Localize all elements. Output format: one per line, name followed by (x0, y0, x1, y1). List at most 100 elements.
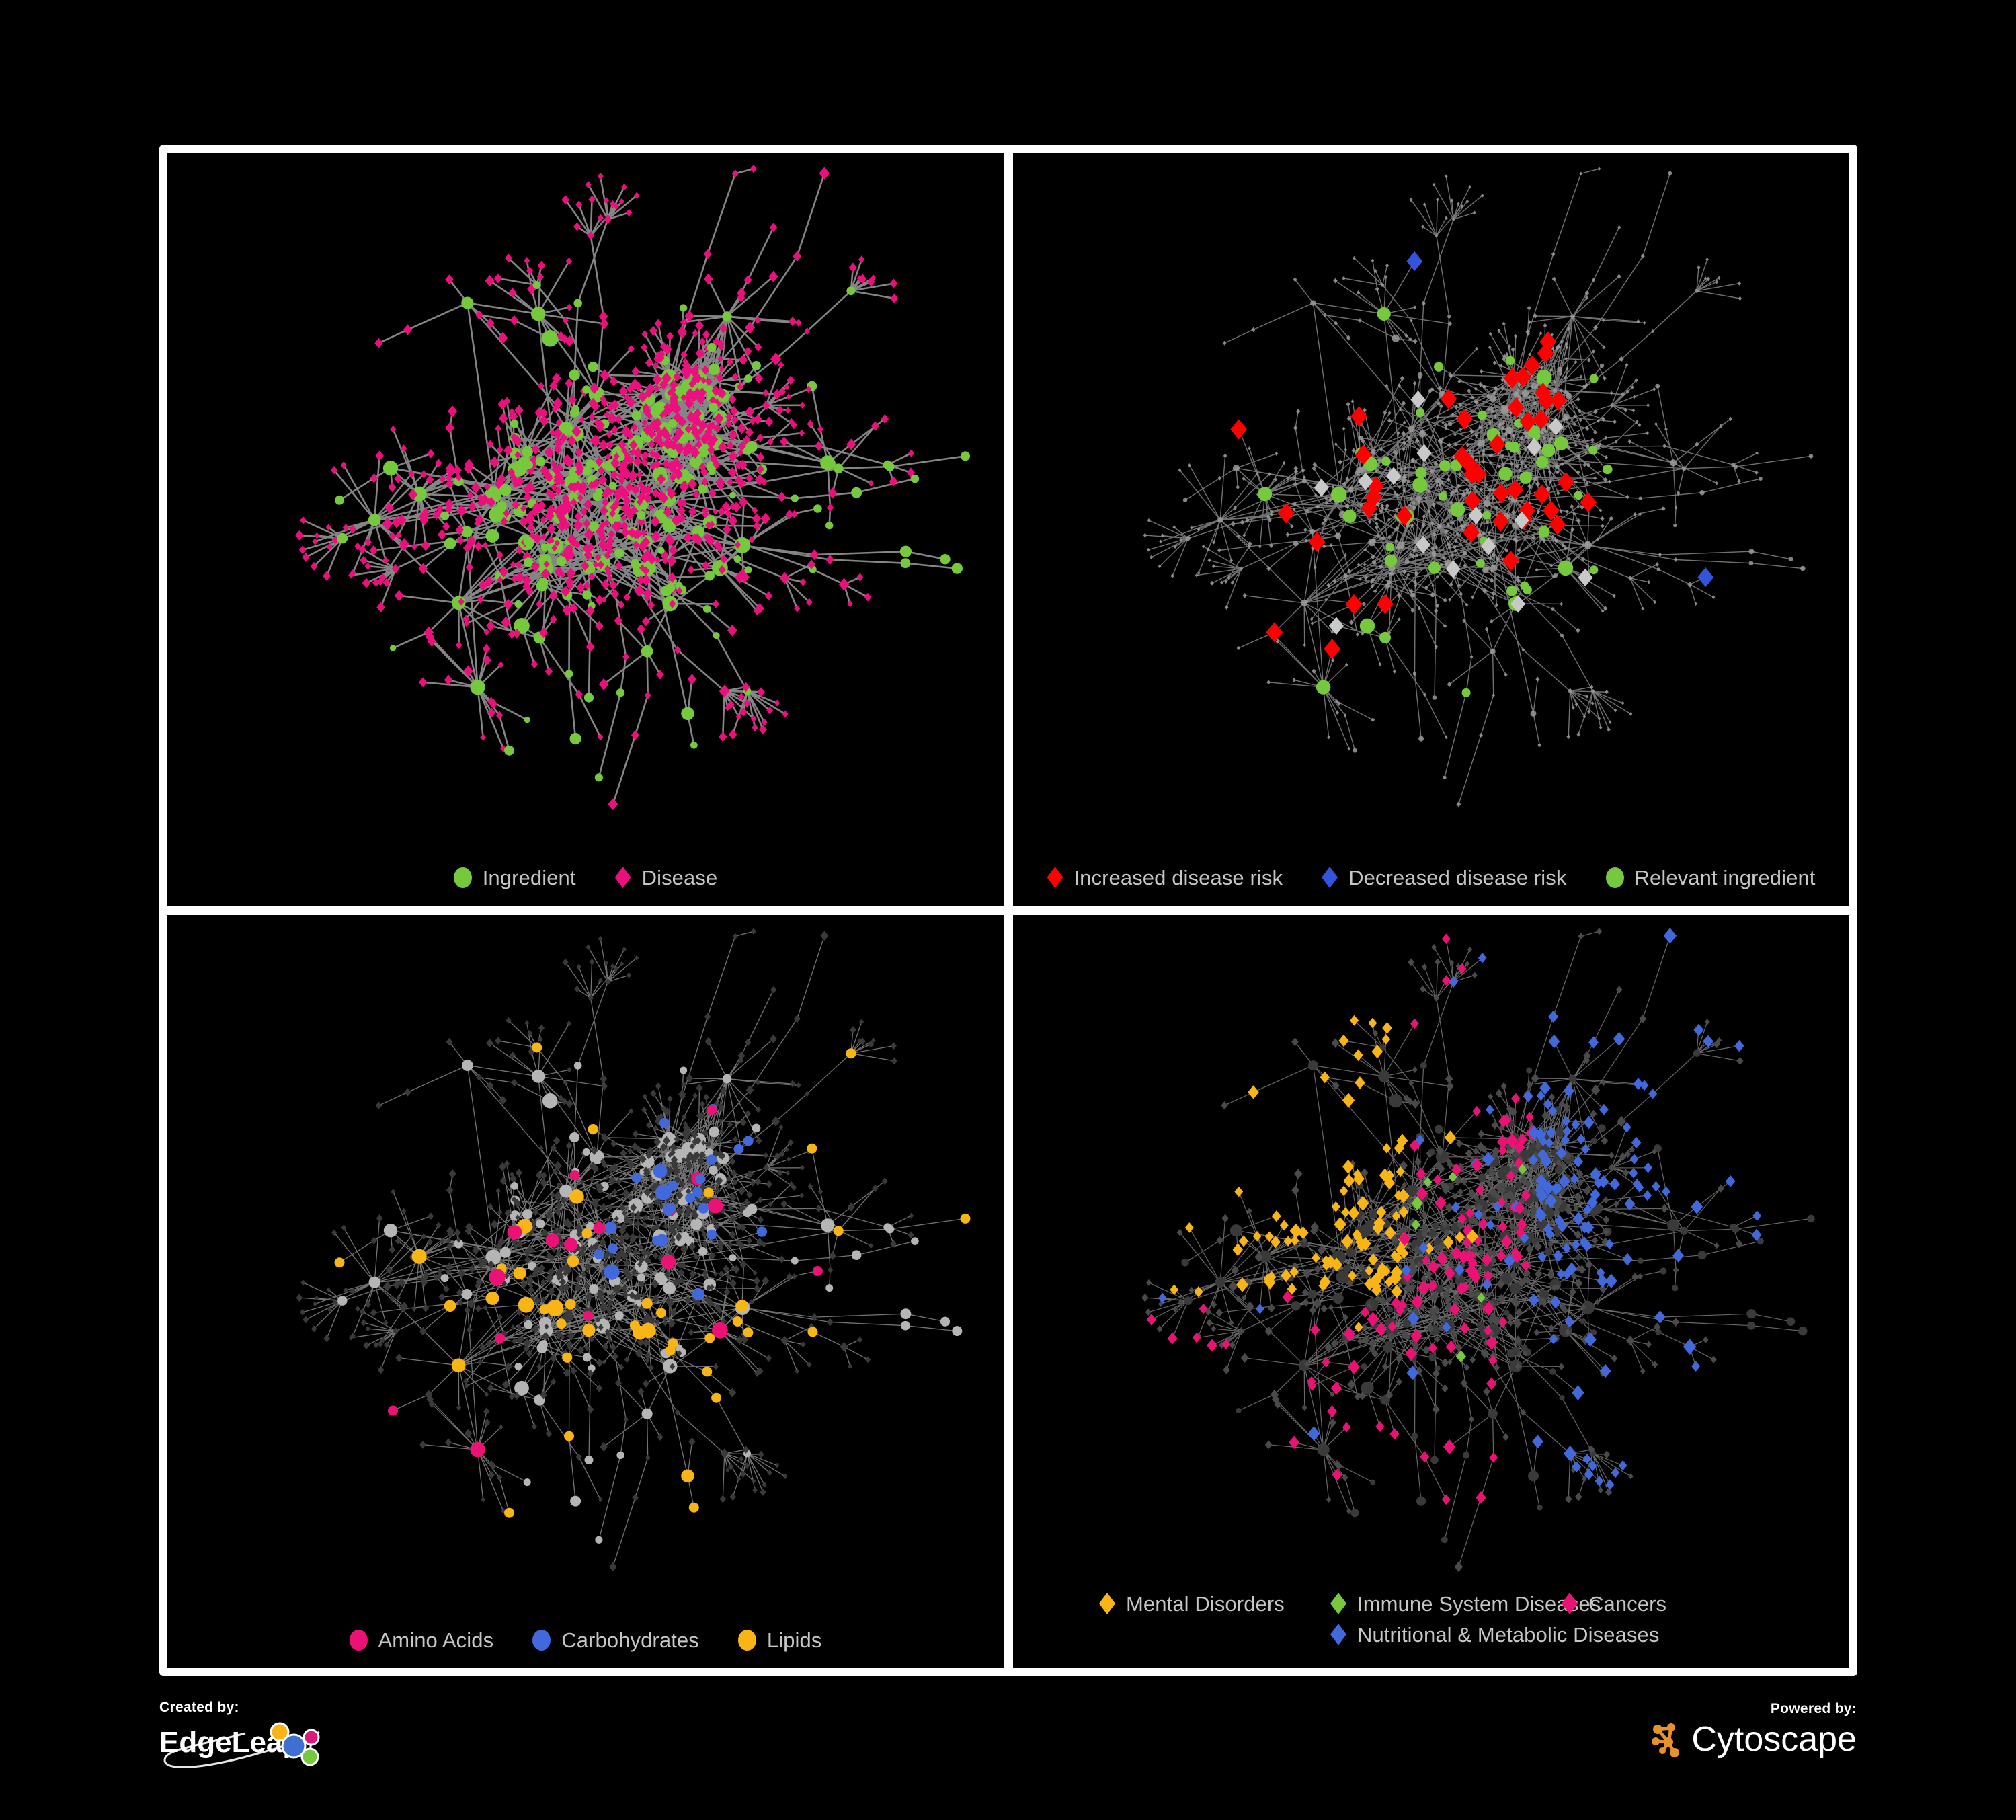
network-node-diamond[interactable] (494, 478, 503, 489)
network-node-diamond[interactable] (709, 395, 717, 405)
network-node-circle[interactable] (525, 461, 533, 469)
network-node-diamond[interactable] (448, 405, 458, 418)
network-node-diamond[interactable] (699, 1113, 705, 1119)
network-node-diamond[interactable] (1333, 278, 1338, 284)
network-node-diamond[interactable] (445, 274, 454, 285)
network-node-circle[interactable] (846, 1048, 856, 1059)
network-node-diamond[interactable] (712, 337, 720, 346)
network-node-diamond[interactable] (1272, 1394, 1280, 1404)
network-node-diamond[interactable] (1613, 1200, 1619, 1208)
network-node-diamond[interactable] (562, 520, 571, 531)
network-node-circle[interactable] (704, 570, 715, 581)
network-node-diamond[interactable] (1411, 1294, 1424, 1309)
network-node-diamond[interactable] (1517, 475, 1521, 480)
network-node-diamond[interactable] (1342, 1421, 1351, 1433)
network-node-diamond[interactable] (1474, 457, 1478, 463)
network-node-diamond[interactable] (1473, 210, 1476, 215)
network-node-circle[interactable] (729, 491, 736, 499)
network-node-diamond[interactable] (639, 564, 646, 572)
network-node-diamond[interactable] (662, 438, 672, 450)
network-node-diamond[interactable] (1145, 1308, 1152, 1316)
network-node-diamond[interactable] (764, 416, 774, 427)
network-node-diamond[interactable] (699, 1101, 706, 1108)
network-node-diamond[interactable] (1266, 680, 1271, 685)
network-node-diamond[interactable] (1484, 627, 1489, 632)
network-node-diamond[interactable] (630, 378, 640, 391)
network-node-diamond[interactable] (1418, 1241, 1429, 1254)
network-node-diamond[interactable] (828, 487, 838, 499)
network-node-diamond[interactable] (1478, 1217, 1489, 1230)
network-node-circle[interactable] (1433, 461, 1438, 466)
network-node-diamond[interactable] (702, 1269, 709, 1277)
network-node-diamond[interactable] (1211, 564, 1215, 569)
network-node-diamond[interactable] (575, 1453, 582, 1461)
network-node-circle[interactable] (1505, 441, 1514, 450)
network-node-diamond[interactable] (759, 724, 767, 735)
network-node-diamond[interactable] (1273, 477, 1278, 482)
network-node-circle[interactable] (665, 1345, 676, 1355)
network-node-diamond[interactable] (1242, 533, 1246, 537)
network-node-diamond[interactable] (618, 440, 627, 450)
network-node-circle[interactable] (1672, 1285, 1679, 1292)
panel-disease-class[interactable]: Mental Disorders Immune System Diseases Ca… (1013, 915, 1849, 1668)
network-node-circle[interactable] (1661, 506, 1666, 511)
network-node-diamond[interactable] (556, 503, 565, 513)
network-node-diamond[interactable] (360, 555, 368, 565)
network-node-diamond[interactable] (1229, 558, 1234, 563)
network-node-circle[interactable] (1520, 581, 1529, 590)
network-node-diamond[interactable] (1590, 701, 1595, 706)
network-node-diamond[interactable] (647, 600, 655, 610)
network-node-diamond[interactable] (649, 325, 658, 336)
network-node-circle[interactable] (708, 1198, 723, 1214)
network-node-diamond[interactable] (653, 451, 661, 461)
network-node-diamond[interactable] (1454, 1561, 1463, 1573)
network-node-diamond[interactable] (1266, 566, 1271, 571)
network-node-diamond[interactable] (1338, 1034, 1349, 1047)
network-node-diamond[interactable] (524, 1255, 531, 1264)
network-node-diamond[interactable] (1554, 539, 1559, 544)
network-node-diamond[interactable] (778, 1255, 785, 1263)
network-node-diamond[interactable] (1355, 1236, 1365, 1248)
network-node-diamond[interactable] (1737, 479, 1741, 484)
network-node-diamond[interactable] (600, 1269, 608, 1277)
network-node-diamond[interactable] (669, 379, 678, 391)
network-node-diamond[interactable] (1525, 1111, 1535, 1123)
network-node-diamond[interactable] (342, 523, 350, 532)
network-node-diamond[interactable] (698, 420, 708, 432)
network-node-diamond[interactable] (1465, 1208, 1475, 1219)
network-node-circle[interactable] (1581, 557, 1585, 561)
network-node-diamond[interactable] (848, 262, 858, 273)
network-node-diamond[interactable] (1585, 426, 1590, 432)
network-node-diamond[interactable] (445, 1262, 453, 1271)
network-node-circle[interactable] (707, 1105, 717, 1115)
network-node-diamond[interactable] (506, 1017, 512, 1024)
network-node-diamond[interactable] (670, 1236, 676, 1244)
network-node-circle[interactable] (743, 1327, 754, 1338)
network-node-diamond[interactable] (598, 1323, 604, 1331)
network-node-diamond[interactable] (746, 1191, 753, 1199)
network-node-diamond[interactable] (666, 487, 676, 500)
network-node-diamond[interactable] (503, 1272, 510, 1279)
network-node-diamond[interactable] (428, 1400, 436, 1409)
network-node-circle[interactable] (900, 558, 911, 569)
network-node-diamond[interactable] (702, 1273, 709, 1280)
network-node-diamond[interactable] (1547, 469, 1552, 474)
network-node-diamond[interactable] (515, 571, 525, 584)
network-node-circle[interactable] (680, 1066, 688, 1074)
network-node-diamond[interactable] (807, 1183, 813, 1190)
network-node-diamond[interactable] (1591, 349, 1596, 354)
network-node-diamond[interactable] (515, 1214, 520, 1220)
network-node-diamond[interactable] (641, 1316, 649, 1325)
network-node-diamond[interactable] (391, 516, 402, 528)
network-node-diamond[interactable] (573, 428, 581, 437)
network-node-diamond[interactable] (674, 645, 682, 655)
network-node-diamond[interactable] (1574, 702, 1578, 707)
network-node-diamond[interactable] (399, 541, 408, 551)
network-node-diamond[interactable] (581, 1251, 586, 1257)
network-node-circle[interactable] (1541, 428, 1545, 432)
network-node-diamond[interactable] (1389, 571, 1394, 576)
network-node-diamond[interactable] (1490, 1249, 1498, 1257)
network-node-diamond[interactable] (1360, 631, 1365, 636)
network-node-diamond[interactable] (1593, 476, 1597, 481)
network-node-diamond[interactable] (538, 1263, 546, 1273)
